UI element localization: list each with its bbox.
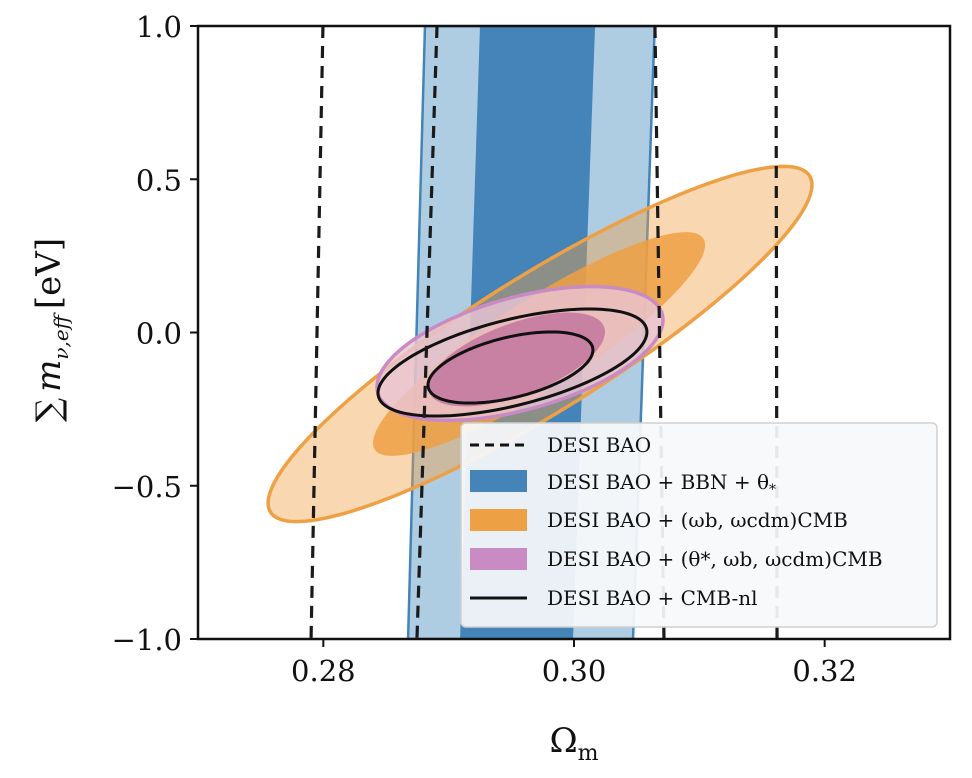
x-axis-label-sub: m — [578, 741, 599, 766]
y-axis-label-sub: ν,eff — [49, 311, 73, 359]
legend-item-desi-bao-bbn: DESI BAO + BBN + θ* — [470, 470, 776, 498]
legend-item-desi-bao-cmb-nl: DESI BAO + CMB-nl — [470, 586, 758, 610]
y-axis-label-unit: [eV] — [29, 238, 69, 309]
dashed-line-desi-bao-1 — [415, 26, 439, 639]
legend-label-sub: * — [769, 482, 776, 498]
x-tick-label: 0.32 — [792, 654, 857, 688]
legend-swatch-orange — [470, 509, 527, 531]
x-tick-label: 0.30 — [542, 654, 607, 688]
y-axis-label-symbol: m — [29, 360, 69, 392]
legend: DESI BAO DESI BAO + BBN + θ* DESI BAO + … — [460, 422, 938, 628]
y-axis-label-sum: ∑ — [29, 398, 69, 422]
y-tick-label: 1.0 — [136, 10, 182, 44]
legend-label: DESI BAO + (θ*, ωb, ωcdm)CMB — [547, 547, 883, 571]
legend-swatch-blue — [470, 470, 527, 492]
contour-pink-1sigma — [427, 312, 605, 407]
legend-label: DESI BAO + CMB-nl — [547, 586, 758, 610]
dashed-line-desi-bao-0 — [309, 26, 325, 639]
x-tick-label: 0.28 — [291, 654, 356, 688]
legend-label: DESI BAO + BBN + θ* — [547, 470, 776, 498]
legend-label: DESI BAO — [547, 433, 651, 457]
legend-label-main: DESI BAO + BBN + θ — [547, 470, 769, 494]
legend-swatch-pink — [470, 548, 527, 570]
y-axis-label: ∑ mν,eff[eV] — [29, 238, 73, 422]
legend-item-desi-bao-omega-cmb: DESI BAO + (ωb, ωcdm)CMB — [470, 508, 848, 532]
x-axis-label-main: Ω — [549, 721, 577, 761]
contour-black-2sigma — [376, 307, 649, 418]
y-tick-label: −1.0 — [112, 623, 182, 657]
x-axis-label: Ωm — [549, 721, 598, 766]
y-tick-label: 0.0 — [136, 317, 182, 351]
legend-label: DESI BAO + (ωb, ωcdm)CMB — [547, 508, 848, 532]
legend-item-desi-bao-theta-omega-cmb: DESI BAO + (θ*, ωb, ωcdm)CMB — [470, 547, 883, 571]
contour-black-1sigma — [426, 330, 595, 405]
y-tick-label: −0.5 — [112, 470, 182, 504]
axis-ticks: 0.28 0.30 0.32 1.0 0.5 0.0 −0.5 −1.0 — [112, 10, 857, 688]
y-tick-label: 0.5 — [136, 163, 182, 197]
legend-box — [460, 422, 938, 628]
legend-item-desi-bao: DESI BAO — [470, 433, 651, 457]
